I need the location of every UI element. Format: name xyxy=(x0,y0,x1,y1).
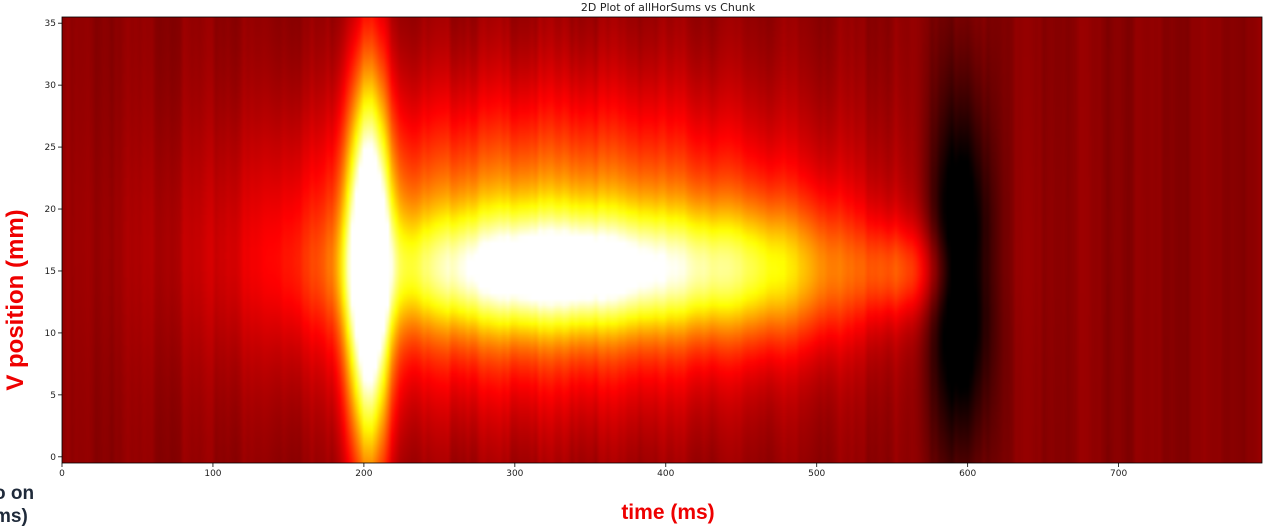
x-tick-label: 600 xyxy=(959,469,976,479)
y-tick-label: 30 xyxy=(45,81,57,91)
y-axis-label: V position (mm) xyxy=(2,209,29,390)
chart-title: 2D Plot of allHorSums vs Chunk xyxy=(581,1,756,14)
y-tick-label: 35 xyxy=(45,19,56,29)
y-tick-label: 15 xyxy=(45,267,56,277)
y-tick-label: 25 xyxy=(45,143,56,153)
y-tick-label: 0 xyxy=(50,453,56,463)
heatmap-image xyxy=(62,17,1262,463)
x-axis-label: time (ms) xyxy=(621,501,714,524)
y-axis: 0 5 10 15 20 25 30 35 xyxy=(45,19,62,463)
x-tick-label: 100 xyxy=(204,469,221,479)
x-tick-label: 700 xyxy=(1110,469,1127,479)
y-tick-label: 10 xyxy=(45,329,57,339)
plot-frame xyxy=(61,16,1263,464)
x-tick-label: 400 xyxy=(657,469,674,479)
plot-area xyxy=(61,16,1263,464)
x-axis: 0 100 200 300 400 500 600 700 xyxy=(59,463,1127,479)
x-tick-label: 0 xyxy=(59,469,65,479)
y-tick-label: 20 xyxy=(45,205,57,215)
x-tick-label: 200 xyxy=(355,469,372,479)
y-tick-label: 5 xyxy=(50,391,56,401)
x-tick-label: 300 xyxy=(506,469,523,479)
x-tick-label: 500 xyxy=(808,469,825,479)
cropped-side-label: o on ms) xyxy=(0,483,35,527)
